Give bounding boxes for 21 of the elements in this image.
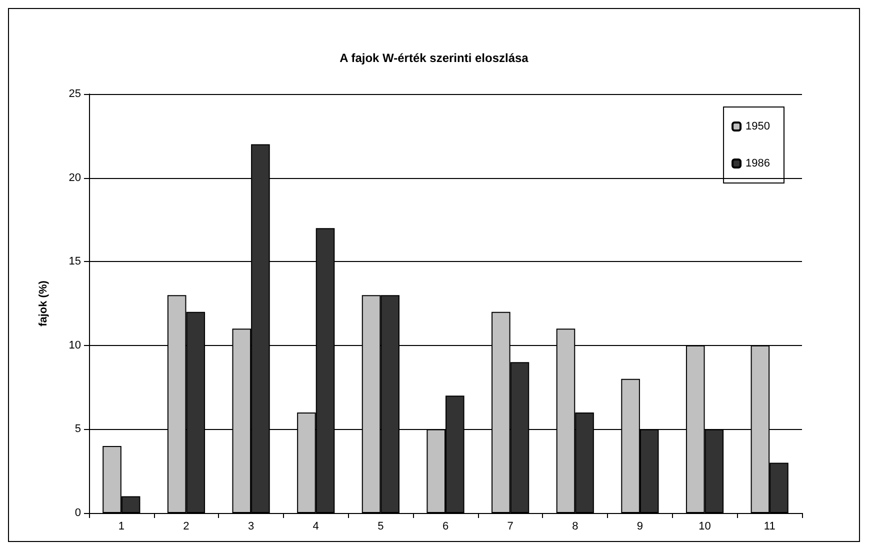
y-tick-label: 0 xyxy=(74,507,81,519)
x-tick-label: 9 xyxy=(636,520,644,532)
x-tick-label: 3 xyxy=(248,520,254,532)
x-tick-label: 2 xyxy=(183,520,190,532)
x-tick-label: 7 xyxy=(507,520,514,532)
x-tick-label: 8 xyxy=(572,520,578,532)
y-tick-label: 5 xyxy=(74,423,81,436)
y-tick-label: 20 xyxy=(68,172,81,184)
legend-label: 1950 xyxy=(746,120,770,132)
x-tick-label: 4 xyxy=(312,520,319,532)
x-tick-label: 6 xyxy=(442,520,449,532)
chart-title: A fajok W-érték szerinti eloszlása xyxy=(340,51,529,65)
x-tick-label: 1 xyxy=(118,520,124,532)
y-tick-label: 15 xyxy=(68,256,81,268)
x-tick-label: 11 xyxy=(764,520,776,532)
legend-label: 1986 xyxy=(746,158,770,170)
y-tick-label: 25 xyxy=(68,88,81,100)
y-tick-label: 10 xyxy=(68,339,81,352)
y-axis-title: fajok (%) xyxy=(38,280,50,326)
x-tick-label: 10 xyxy=(698,520,711,532)
x-tick-label: 5 xyxy=(378,520,384,532)
